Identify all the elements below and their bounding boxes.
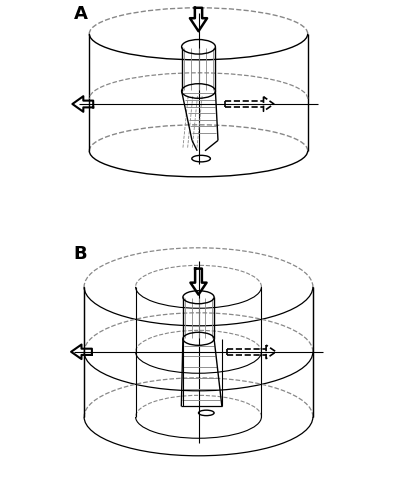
Text: B: B: [74, 245, 87, 263]
Text: A: A: [74, 5, 88, 23]
